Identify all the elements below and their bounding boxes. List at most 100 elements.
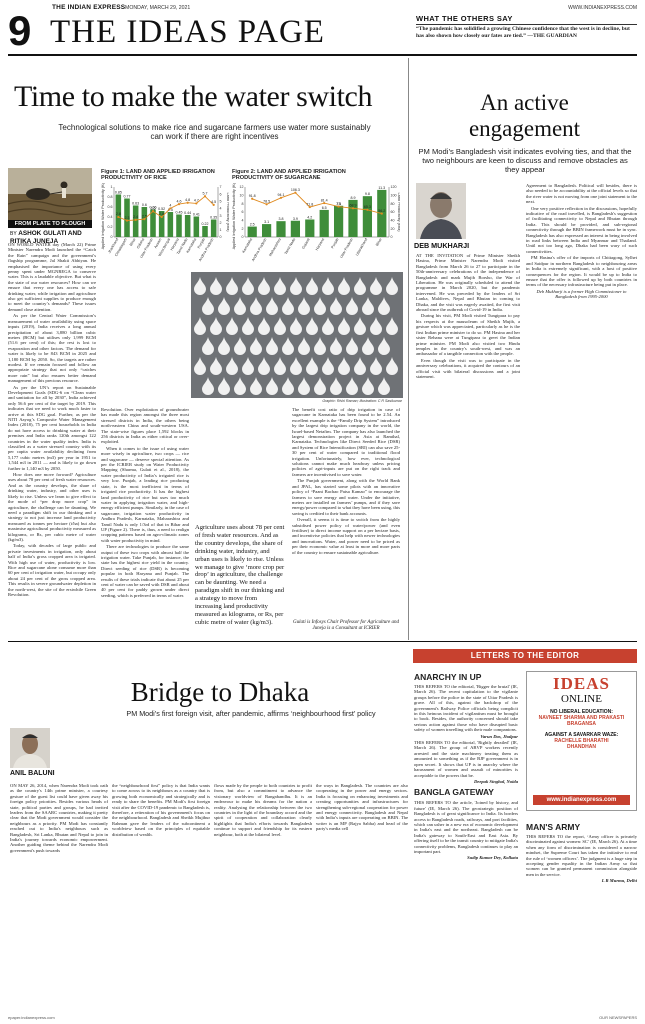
figure2-title: Figure 2: LAND AND APPLIED IRRIGATION PR… [232, 169, 372, 181]
line-point [380, 212, 383, 215]
water-drop [234, 377, 246, 395]
bar-value-label: 8.9 [351, 196, 356, 200]
right-tick-label: 4 [220, 207, 222, 211]
water-drop [306, 277, 318, 295]
water-drop [250, 337, 262, 355]
category-label: Gujarat [301, 238, 310, 250]
category-label: Maharashtra [268, 238, 282, 257]
water-drop [386, 357, 398, 375]
line-value-label: 91.8 [249, 194, 256, 198]
left-tick-label: 0.2 [108, 225, 113, 229]
category-label: Uttar Pradesh [339, 237, 354, 258]
right-tick-label: 80 [391, 202, 395, 206]
category-label: Haryana [170, 238, 180, 252]
category-label: Odisha [136, 238, 145, 250]
lead-col1: ON WORLD WATER day (March 22) Prime Mini… [8, 242, 96, 637]
line-value-label: 5.7 [203, 191, 208, 195]
engagement-col2: Agreement to Bangladesh. Political will … [526, 183, 637, 625]
water-drop [258, 277, 270, 295]
water-drop [266, 337, 278, 355]
series-line [252, 192, 382, 215]
bar-value-label: 0.45 [176, 211, 183, 215]
water-drops-icon [194, 277, 398, 395]
right-tick-label: 3 [220, 214, 222, 218]
letters-col: THIS REFERS TO the editorial, 'Bigger th… [414, 684, 518, 1020]
figure2-title-line2: PRODUCTIVITY OF SUGARCANE [232, 175, 321, 182]
water-drop [298, 377, 310, 395]
online-item-2-place: DHANDHAN [567, 744, 596, 751]
engagement-headline-2: engagement [468, 116, 581, 141]
figure1-title-line2: PRODUCTIVITY OF RICE [101, 175, 167, 182]
water-drop [226, 277, 238, 295]
engagement-col1-p1: AT THE INVITATION of Prime Minister Shei… [416, 253, 520, 313]
bar [184, 215, 191, 237]
others-say-quote-text: “The pandemic has solidified a growing C… [416, 26, 630, 39]
water-drop [354, 317, 366, 335]
water-drop [274, 357, 286, 375]
footer-epaper[interactable]: epaper.indianexpress.com [8, 1015, 55, 1020]
line-value-label: 2.5 [142, 214, 147, 218]
water-drop [202, 337, 214, 355]
figure2-chart: 0246810120204060801001202.5Karnataka3.1A… [232, 183, 400, 262]
letter3-title: BANGLA GATEWAY [414, 787, 494, 798]
bridge-standfirst: PM Modi’s first foreign visit, after pan… [126, 709, 376, 718]
bar-value-label: 0.77 [124, 195, 131, 199]
line-point [279, 196, 283, 199]
bar-value-label: 0.85 [115, 191, 122, 195]
online-item-2[interactable]: AGAINST A SAVARKAR WAZE: RACHELLE BHARAT… [533, 732, 630, 751]
water-drop [202, 377, 214, 395]
letter1-title: ANARCHY IN UP [414, 672, 482, 682]
left-tick-label: 10 [240, 194, 244, 198]
line-point [212, 203, 215, 206]
bridge-col3: flows made by the people to both countri… [214, 783, 312, 837]
water-drop [258, 357, 270, 375]
line-point [160, 215, 163, 219]
footer-right: OUR NEWSPAPERS [599, 1015, 637, 1020]
water-drop [314, 297, 326, 315]
lead-col2: Revolution. Over exploitation of groundw… [101, 407, 189, 637]
bar-value-label: 3.1 [264, 220, 269, 224]
water-drop [346, 337, 358, 355]
lead-col1-p3: As per the UN’s report on Sustainable De… [8, 384, 96, 471]
bar-value-label: 0.5 [168, 208, 173, 212]
column-divider [408, 58, 409, 640]
bar [158, 211, 165, 237]
water-drop [298, 337, 310, 355]
masthead-website[interactable]: WWW.INDIANEXPRESS.COM [568, 4, 637, 11]
bar [305, 219, 315, 237]
mans-army-sign: L R Murmu, Delhi [601, 878, 637, 884]
letters-heading: LETTERS TO THE EDITOR [413, 649, 637, 663]
engagement-col1-p2: During his visit, PM Modi visited Tungip… [416, 313, 520, 357]
section-title: THE IDEAS PAGE [50, 14, 325, 50]
letter1-body: THIS REFERS TO the editorial, 'Bigger th… [414, 684, 518, 733]
line-point [169, 207, 172, 210]
left-axis-label: Applied Irrigation Water Productivity (K… [232, 183, 236, 249]
line-point [308, 205, 311, 209]
online-item-1[interactable]: NO LIBERAL EDUCATION: NAVNEET SHARMA AND… [533, 709, 630, 728]
water-drop [258, 317, 270, 335]
water-drop [378, 297, 390, 315]
lead-col2-p3: There are technologies to produce the sa… [101, 544, 189, 598]
website-link[interactable]: www.indianexpress.com [533, 795, 630, 805]
section-rule [8, 641, 637, 642]
line-point [117, 215, 120, 219]
bar [362, 196, 373, 237]
engagement-standfirst: PM Modi’s Bangladesh visit indicates evo… [418, 147, 632, 174]
water-drop [234, 337, 246, 355]
figure1-chart: 00.20.40.60.81012345670.85Jharkhand0.77C… [101, 183, 229, 262]
bar [150, 209, 156, 237]
bar [333, 205, 344, 237]
line-point [134, 218, 137, 221]
water-drop [362, 377, 374, 395]
water-drop [202, 297, 214, 315]
category-label: Karnataka [186, 238, 198, 254]
bridge-author-photo [10, 728, 50, 768]
right-tick-label: 1 [220, 228, 222, 232]
author-portrait-icon [420, 192, 462, 239]
engagement-author-photo [416, 183, 466, 239]
water-drop [314, 377, 326, 395]
bar-value-label: 0.22 [202, 222, 209, 226]
water-drop [290, 277, 302, 295]
water-drop [234, 297, 246, 315]
line-point [351, 207, 355, 210]
